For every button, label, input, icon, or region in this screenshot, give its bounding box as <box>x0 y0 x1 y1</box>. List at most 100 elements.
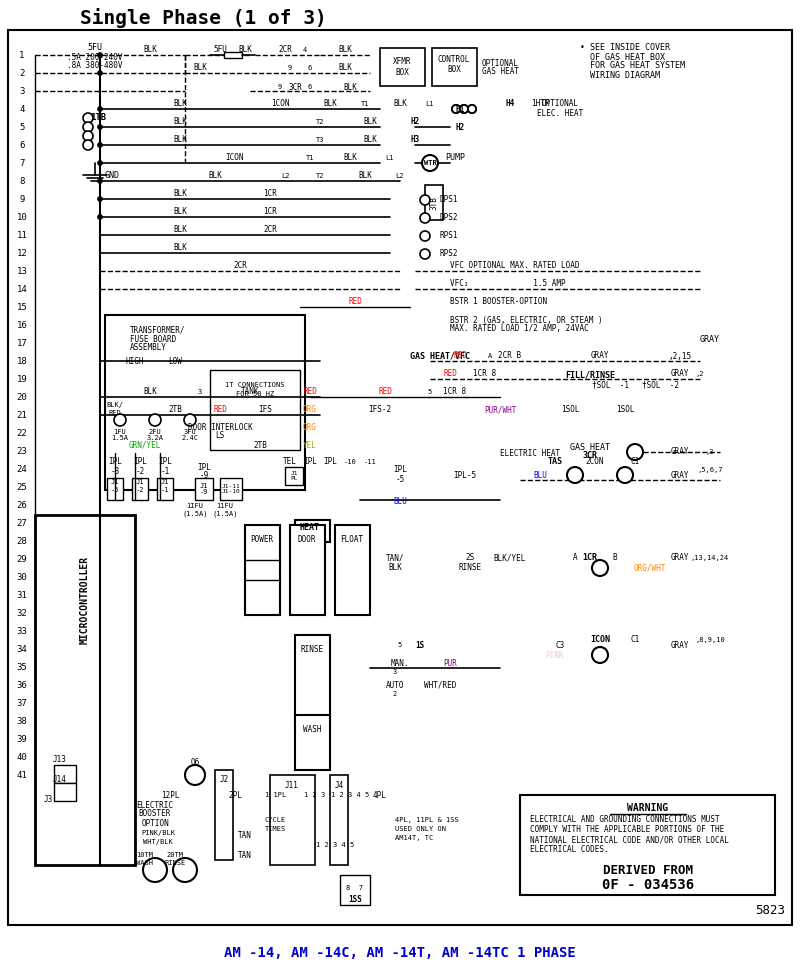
Text: 16: 16 <box>17 320 27 329</box>
Text: VFC OPTIONAL MAX. RATED LOAD: VFC OPTIONAL MAX. RATED LOAD <box>450 262 579 270</box>
Text: 5: 5 <box>428 389 432 395</box>
Text: J1
-1: J1 -1 <box>161 480 170 492</box>
Text: A: A <box>488 353 492 359</box>
Text: RED: RED <box>213 405 227 415</box>
Text: IPL: IPL <box>108 457 122 466</box>
Text: 2CR: 2CR <box>233 262 247 270</box>
Text: CONTROL: CONTROL <box>438 56 470 65</box>
Text: ICON: ICON <box>226 153 244 162</box>
Text: 1T CONNECTIONS: 1T CONNECTIONS <box>226 382 285 388</box>
Text: BLK: BLK <box>193 64 207 72</box>
Text: DPS2: DPS2 <box>440 213 458 223</box>
Text: 3: 3 <box>198 389 202 395</box>
Text: 23: 23 <box>17 447 27 455</box>
Text: 37: 37 <box>17 699 27 707</box>
Text: 1 2 3: 1 2 3 <box>304 792 326 798</box>
Circle shape <box>83 140 93 150</box>
Text: 21: 21 <box>17 410 27 420</box>
Text: C1: C1 <box>630 636 640 645</box>
Text: BLK: BLK <box>173 189 187 199</box>
Text: 2: 2 <box>19 69 25 77</box>
Text: IFS: IFS <box>258 405 272 415</box>
Text: -2: -2 <box>135 466 145 476</box>
Bar <box>295 635 330 725</box>
Text: 17: 17 <box>17 339 27 347</box>
Text: OPTIONAL: OPTIONAL <box>542 99 578 108</box>
Text: RINSE: RINSE <box>458 563 482 571</box>
Text: POWER: POWER <box>250 536 274 544</box>
Text: ORG/WHT: ORG/WHT <box>634 564 666 572</box>
Text: 13: 13 <box>17 266 27 275</box>
Text: IPL: IPL <box>158 457 172 466</box>
Text: L2: L2 <box>396 173 404 179</box>
Text: GRAY: GRAY <box>670 370 690 378</box>
Text: RED: RED <box>378 388 392 397</box>
Text: -5: -5 <box>395 475 405 483</box>
Text: FILL/RINSE: FILL/RINSE <box>565 371 615 379</box>
Bar <box>157 478 173 500</box>
Text: 39: 39 <box>17 734 27 743</box>
Bar <box>290 525 325 615</box>
Text: BLU: BLU <box>393 498 407 507</box>
Text: 34: 34 <box>17 645 27 653</box>
Text: 7: 7 <box>19 158 25 168</box>
Text: 1 2 3 4 5: 1 2 3 4 5 <box>331 792 369 798</box>
Text: ASSEMBLY: ASSEMBLY <box>130 344 167 352</box>
Text: ,13,14,24: ,13,14,24 <box>691 555 729 561</box>
Text: 41: 41 <box>17 770 27 780</box>
Text: 6: 6 <box>308 84 312 90</box>
Bar <box>35 515 135 865</box>
Text: TEL: TEL <box>283 457 297 466</box>
Text: L1: L1 <box>386 155 394 161</box>
Text: ,5,6,7: ,5,6,7 <box>698 467 722 473</box>
Text: BLK: BLK <box>363 118 377 126</box>
Bar <box>107 478 123 500</box>
Text: 31: 31 <box>17 591 27 599</box>
Text: BLK: BLK <box>363 135 377 145</box>
Circle shape <box>452 105 460 113</box>
Text: 26: 26 <box>17 501 27 510</box>
Text: J13: J13 <box>53 756 67 764</box>
Text: BLK: BLK <box>393 99 407 108</box>
Text: BLK: BLK <box>173 226 187 234</box>
Text: 4PL: 4PL <box>373 790 387 799</box>
Text: FOR GAS HEAT SYSTEM: FOR GAS HEAT SYSTEM <box>580 62 685 70</box>
Circle shape <box>98 179 102 183</box>
Text: 2CR B: 2CR B <box>498 351 522 361</box>
Text: GRAY: GRAY <box>670 448 690 456</box>
Text: 1CR: 1CR <box>263 207 277 216</box>
Text: TRANSFORMER/: TRANSFORMER/ <box>130 325 186 335</box>
Text: WHT/RED: WHT/RED <box>424 680 456 690</box>
Text: 12: 12 <box>17 249 27 258</box>
Text: AUTO: AUTO <box>386 680 404 690</box>
Text: VFC₂              1.5 AMP: VFC₂ 1.5 AMP <box>450 280 566 289</box>
Text: RPS2: RPS2 <box>440 250 458 259</box>
Text: C3: C3 <box>555 641 565 649</box>
Bar <box>380 48 425 86</box>
Text: J11: J11 <box>285 781 299 789</box>
Text: 2PL: 2PL <box>228 790 242 799</box>
Text: RINSE: RINSE <box>301 646 323 654</box>
Text: BLK: BLK <box>388 563 402 571</box>
Text: NATIONAL ELECTRICAL CODE AND/OR OTHER LOCAL: NATIONAL ELECTRICAL CODE AND/OR OTHER LO… <box>530 836 729 844</box>
Bar <box>195 478 213 500</box>
Text: BLK: BLK <box>173 207 187 216</box>
Circle shape <box>420 213 430 223</box>
Text: BLK: BLK <box>338 64 352 72</box>
Text: BLK: BLK <box>338 45 352 54</box>
Circle shape <box>149 414 161 426</box>
Text: IPL: IPL <box>197 462 211 472</box>
Text: 1SOL: 1SOL <box>561 405 579 415</box>
Circle shape <box>185 765 205 785</box>
Text: 15: 15 <box>17 302 27 312</box>
Text: • SEE INSIDE COVER: • SEE INSIDE COVER <box>580 43 670 52</box>
Text: 2TB: 2TB <box>253 440 267 450</box>
Text: 4: 4 <box>19 104 25 114</box>
Text: 3CR: 3CR <box>288 82 302 92</box>
Text: 5: 5 <box>19 123 25 131</box>
Text: 1HTR: 1HTR <box>530 99 550 108</box>
Bar <box>54 765 76 783</box>
Text: 6: 6 <box>308 65 312 71</box>
Text: J1
-5: J1 -5 <box>110 480 119 492</box>
Text: WHT/BLK: WHT/BLK <box>143 839 173 845</box>
